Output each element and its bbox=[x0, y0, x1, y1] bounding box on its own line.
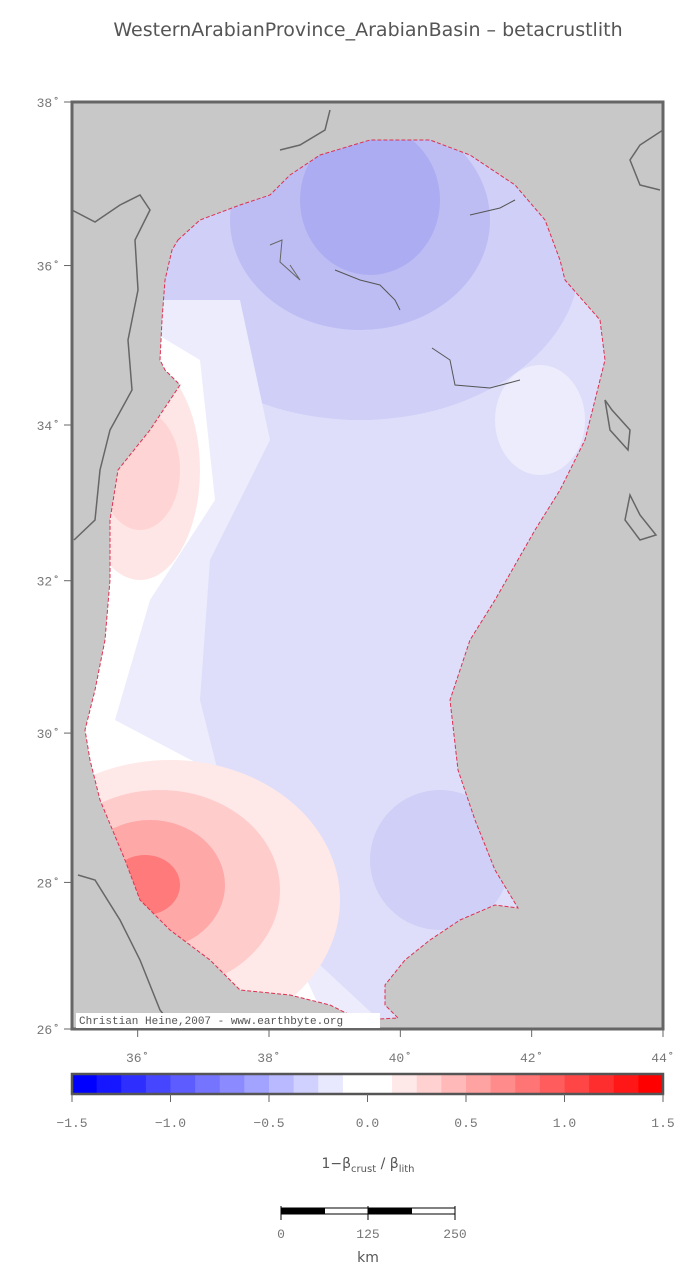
colorbar-label: 1−βcrust / βlith bbox=[321, 1156, 414, 1175]
y-tick-label: 32˚ bbox=[37, 575, 60, 590]
coastline bbox=[604, 399, 631, 452]
colorbar-swatch bbox=[367, 1074, 393, 1094]
colorbar-swatch bbox=[539, 1074, 565, 1094]
colorbar-swatch bbox=[72, 1074, 98, 1094]
scale-unit: km bbox=[357, 1250, 379, 1266]
coastline bbox=[624, 492, 658, 541]
colorbar-swatch bbox=[342, 1074, 368, 1094]
colorbar-swatch bbox=[441, 1074, 467, 1094]
x-tick-label: 38˚ bbox=[257, 1051, 280, 1066]
colorbar-tick-label: 0.5 bbox=[454, 1116, 477, 1131]
x-tick-label: 44˚ bbox=[651, 1051, 674, 1066]
colorbar-swatch bbox=[244, 1074, 270, 1094]
colorbar-tick-label: 1.0 bbox=[553, 1116, 576, 1131]
colorbar-swatch bbox=[318, 1074, 344, 1094]
y-tick-label: 34˚ bbox=[37, 419, 60, 434]
scale-segment bbox=[280, 1207, 325, 1215]
field-zone bbox=[300, 140, 440, 275]
colorbar-swatch bbox=[219, 1074, 245, 1094]
x-tick-label: 42˚ bbox=[520, 1051, 543, 1066]
coastline bbox=[72, 194, 151, 541]
credit-box bbox=[76, 1013, 380, 1028]
y-tick-label: 28˚ bbox=[37, 876, 60, 891]
y-tick-label: 30˚ bbox=[37, 727, 60, 742]
river bbox=[334, 269, 401, 311]
lake bbox=[269, 239, 301, 281]
credit: Christian Heine,2007 - www.earthbyte.org bbox=[79, 1016, 343, 1028]
colorbar-tick-label: 0.0 bbox=[356, 1116, 379, 1131]
colorbar-tick-label: 1.5 bbox=[651, 1116, 674, 1131]
map-frame bbox=[70, 100, 665, 1031]
colorbar-tick-label: −1.5 bbox=[56, 1116, 87, 1131]
axes: 36˚ 38˚ 40˚ 42˚ 44˚ 26˚ 28˚ 30˚ 32˚ 34˚ 36˚ 38˚ bbox=[37, 96, 675, 1066]
scale-tick-label: 125 bbox=[356, 1227, 379, 1242]
colorbar: −1.5 −1.0 −0.5 0.0 0.5 1.0 1.5 bbox=[56, 1072, 675, 1131]
scale-bar: 0 125 250 bbox=[277, 1206, 467, 1242]
rivers bbox=[334, 199, 521, 389]
colorbar-swatch bbox=[515, 1074, 541, 1094]
y-tick-label: 26˚ bbox=[37, 1023, 60, 1038]
scale-segment bbox=[411, 1207, 456, 1215]
colorbar-swatch bbox=[195, 1074, 221, 1094]
colorbar-swatch bbox=[269, 1074, 295, 1094]
colorbar-swatch bbox=[490, 1074, 516, 1094]
colorbar-swatch bbox=[638, 1074, 664, 1094]
colorbar-swatch bbox=[392, 1074, 418, 1094]
field-zone bbox=[495, 365, 585, 475]
coastline bbox=[279, 109, 331, 151]
colorbar-swatch bbox=[466, 1074, 492, 1094]
map-title: WesternArabianProvince_ArabianBasin – be… bbox=[113, 19, 622, 41]
scale-segment bbox=[324, 1207, 369, 1215]
river bbox=[431, 347, 521, 389]
colorbar-label-part: crust bbox=[351, 1164, 376, 1175]
colorbar-swatch bbox=[613, 1074, 639, 1094]
colorbar-swatch bbox=[145, 1074, 171, 1094]
colorbar-swatch bbox=[121, 1074, 147, 1094]
colorbar-swatch bbox=[170, 1074, 196, 1094]
colorbar-tick-label: −1.0 bbox=[155, 1116, 186, 1131]
scale-segment bbox=[367, 1207, 412, 1215]
y-tick-label: 36˚ bbox=[37, 260, 60, 275]
colorbar-label-part: 1−β bbox=[321, 1156, 351, 1172]
field-zone bbox=[370, 790, 510, 930]
colorbar-swatch bbox=[564, 1074, 590, 1094]
scale-tick-label: 0 bbox=[277, 1227, 285, 1242]
colorbar-swatch bbox=[293, 1074, 319, 1094]
scale-tick-label: 250 bbox=[443, 1227, 466, 1242]
colorbar-swatch bbox=[589, 1074, 615, 1094]
colorbar-label-part: lith bbox=[399, 1164, 415, 1175]
colorbar-swatch bbox=[416, 1074, 442, 1094]
x-tick-label: 36˚ bbox=[126, 1051, 149, 1066]
river bbox=[469, 199, 516, 216]
colorbar-swatch bbox=[96, 1074, 122, 1094]
colorbar-tick-label: −0.5 bbox=[253, 1116, 284, 1131]
coastline bbox=[629, 129, 663, 191]
x-tick-label: 40˚ bbox=[389, 1051, 412, 1066]
y-tick-label: 38˚ bbox=[37, 96, 60, 111]
colorbar-label-part: / β bbox=[376, 1156, 399, 1172]
